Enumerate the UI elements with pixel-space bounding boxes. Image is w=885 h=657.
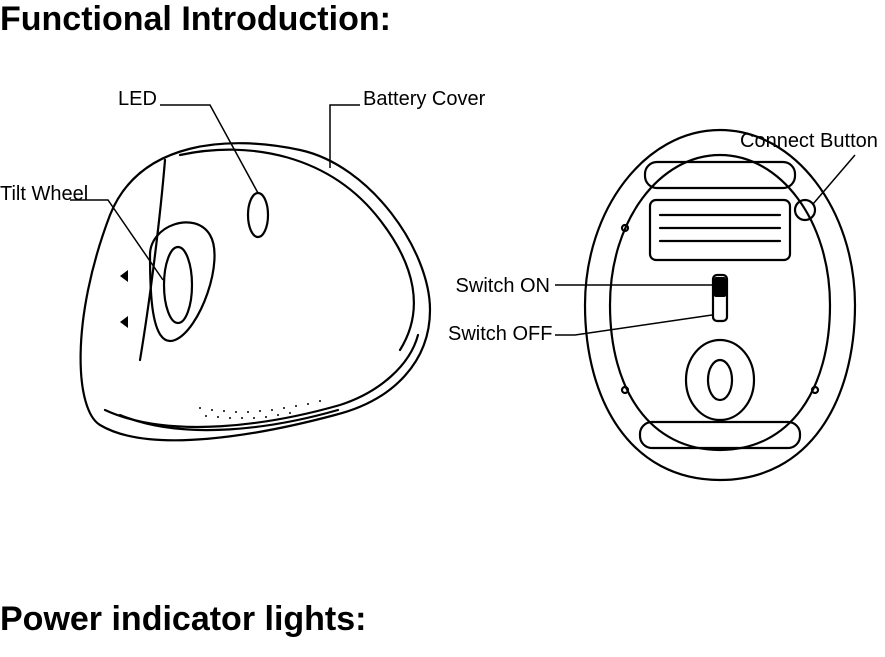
mouse-top-view <box>0 60 470 480</box>
heading-power-indicator-lights: Power indicator lights: <box>0 600 366 639</box>
page: Functional Introduction: <box>0 0 885 657</box>
label-connect-button: Connect Button <box>740 130 878 153</box>
heading-functional-introduction: Functional Introduction: <box>0 0 391 39</box>
label-tilt-wheel: Tilt Wheel <box>0 183 88 206</box>
diagram-area: LED Battery Cover Tilt Wheel Connect But… <box>0 60 885 540</box>
label-switch-on: Switch ON <box>455 275 550 298</box>
label-led: LED <box>118 88 157 111</box>
mouse-bottom-view <box>555 100 885 520</box>
label-battery-cover: Battery Cover <box>363 88 485 111</box>
label-switch-off: Switch OFF <box>448 323 550 346</box>
